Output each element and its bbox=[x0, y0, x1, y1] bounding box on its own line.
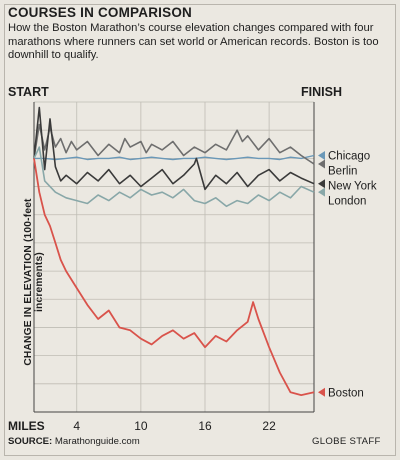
chart-subtitle: How the Boston Marathon’s course elevati… bbox=[8, 22, 379, 61]
series-label-berlin: Berlin bbox=[328, 166, 357, 178]
x-tick-label: MILES bbox=[8, 419, 45, 433]
series-label-london: London bbox=[328, 196, 366, 208]
chart-lines bbox=[33, 106, 315, 396]
x-tick-label: 16 bbox=[198, 419, 212, 433]
series-marker-chicago bbox=[318, 151, 325, 161]
series-line-chicago bbox=[34, 154, 315, 161]
x-tick-label: 4 bbox=[73, 419, 80, 433]
source-label: SOURCE: bbox=[8, 436, 53, 447]
start-label: START bbox=[8, 85, 49, 99]
series-label-chicago: Chicago bbox=[328, 151, 370, 163]
series-label-new-york: New York bbox=[328, 181, 377, 193]
series-label-boston: Boston bbox=[328, 387, 364, 399]
series-line-london bbox=[33, 146, 315, 208]
graphic-panel bbox=[4, 4, 396, 456]
chart-title: COURSES IN COMPARISON bbox=[8, 5, 192, 20]
finish-label: FINISH bbox=[301, 85, 342, 99]
source-value: Marathonguide.com bbox=[54, 436, 140, 447]
series-line-boston bbox=[33, 158, 315, 396]
series-line-new-york bbox=[33, 106, 315, 191]
series-marker-london bbox=[318, 187, 325, 197]
series-marker-new-york bbox=[318, 179, 325, 189]
x-axis-ticks: MILES 4 10 16 22 bbox=[8, 419, 276, 433]
series-marker-boston bbox=[318, 387, 325, 397]
credit-line: GLOBE STAFF bbox=[312, 436, 381, 447]
series-marker-berlin bbox=[318, 159, 325, 169]
x-tick-label: 10 bbox=[134, 419, 148, 433]
source-note: SOURCE: Marathonguide.com bbox=[8, 436, 140, 447]
series-line-berlin bbox=[33, 123, 315, 165]
x-tick-label: 22 bbox=[262, 419, 276, 433]
series-markers: Chicago Berlin New York London Boston bbox=[318, 151, 377, 399]
